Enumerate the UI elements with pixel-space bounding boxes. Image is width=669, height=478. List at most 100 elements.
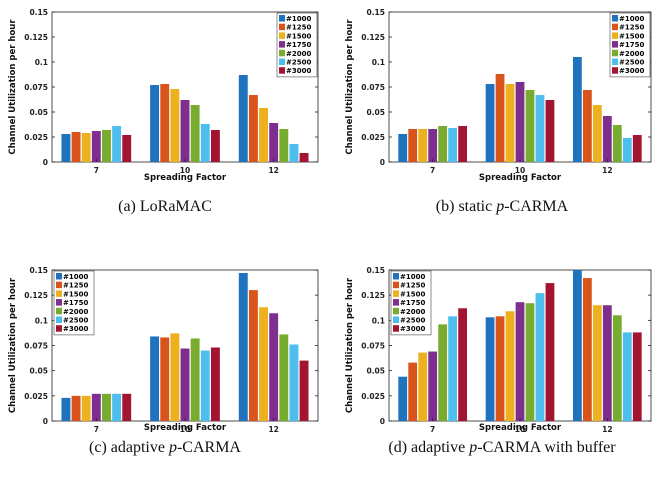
bar-n1000-sf12 [572, 57, 582, 162]
chart-panel-d: 0 0.025 0.05 0.075 0.1 0.125 0.15 Channel Utili… [337, 258, 669, 478]
x-tick-label: 7 [94, 425, 99, 434]
legend-swatch [612, 58, 618, 65]
bar-n1000-sf7 [398, 134, 408, 162]
bar-n1500-sf12 [592, 305, 602, 421]
y-tick-label: 0.125 [361, 291, 385, 300]
legend-label: #1000 [400, 273, 425, 281]
bar-n1250-sf12 [248, 95, 258, 162]
bar-n1750-sf7 [91, 393, 101, 421]
bar-n1500-sf12 [259, 307, 268, 421]
caption-b-suffix: -CARMA [504, 198, 569, 215]
chart-b-svg: 0 0.025 0.05 0.075 0.1 0.125 0.15 Channel Utili… [345, 8, 652, 183]
bar-n1500-sf10 [505, 311, 515, 421]
bar-n1250-sf10 [495, 316, 505, 421]
legend-label: #1250 [400, 282, 425, 290]
bar-n3000-sf7 [122, 393, 132, 421]
legend-swatch [612, 41, 618, 48]
bar-n1250-sf12 [582, 90, 592, 162]
legend-swatch [279, 41, 285, 48]
bar-n1750-sf7 [428, 129, 438, 162]
y-tick-label: 0 [380, 417, 385, 426]
legend-label: #2500 [63, 317, 88, 325]
bar-n3000-sf12 [632, 135, 642, 162]
legend-swatch [612, 32, 618, 39]
bar-n1000-sf7 [61, 397, 71, 421]
x-tick-label: 7 [430, 425, 435, 434]
legend-swatch [279, 23, 285, 31]
legend-swatch [612, 23, 618, 31]
caption-c: (c) adaptive p-CARMA [0, 439, 330, 457]
bar-n1750-sf7 [428, 351, 438, 421]
legend-label: #2000 [286, 50, 311, 58]
bar-n2000-sf12 [612, 315, 622, 421]
bar-n2000-sf10 [190, 338, 200, 421]
bar-n1750-sf10 [515, 82, 525, 162]
y-tick-label: 0.075 [24, 342, 48, 351]
bar-n1500-sf10 [170, 333, 180, 421]
bar-n2500-sf10 [200, 350, 210, 421]
bar-n1250-sf7 [408, 129, 418, 162]
legend-label: #2500 [286, 59, 311, 67]
x-axis-label: Spreading Factor [144, 173, 227, 183]
bar-n1250-sf12 [582, 278, 592, 421]
legend-swatch [56, 290, 62, 297]
bar-n2500-sf12 [289, 344, 299, 421]
legend-label: #3000 [400, 325, 425, 333]
chart-panel-b: 0 0.025 0.05 0.075 0.1 0.125 0.15 Channel Utili… [337, 0, 669, 240]
caption-c-prefix: (c) adaptive [89, 439, 169, 456]
bar-n1000-sf12 [238, 273, 248, 421]
bar-n2500-sf12 [289, 144, 299, 162]
bar-n1000-sf10 [150, 85, 160, 162]
bar-n1250-sf12 [248, 290, 258, 421]
bar-n1000-sf7 [61, 134, 71, 162]
bar-n2000-sf7 [102, 130, 111, 162]
bar-n2500-sf7 [448, 316, 458, 421]
y-axis-label: Channel Utilization per hour [8, 277, 18, 413]
bar-n1500-sf7 [81, 395, 91, 421]
legend-swatch [279, 32, 285, 39]
bar-n2000-sf10 [190, 105, 200, 162]
caption-c-suffix: -CARMA [176, 439, 241, 456]
legend-swatch [56, 316, 62, 323]
x-tick-label: 10 [515, 425, 525, 434]
bar-n2000-sf12 [279, 334, 289, 421]
legend-swatch [393, 281, 399, 289]
bar-n3000-sf10 [545, 100, 555, 162]
bar-n1250-sf10 [160, 84, 170, 162]
bar-n3000-sf12 [299, 153, 309, 162]
y-tick-label: 0.15 [29, 8, 48, 17]
bar-n3000-sf12 [632, 332, 642, 421]
bar-n1500-sf10 [505, 84, 515, 162]
bar-n2000-sf7 [102, 393, 111, 421]
y-tick-label: 0.1 [35, 316, 48, 325]
x-tick-label: 12 [602, 166, 612, 175]
legend-swatch [279, 49, 285, 57]
bar-n1500-sf7 [418, 352, 428, 421]
bar-n2000-sf12 [612, 125, 622, 162]
x-tick-label: 10 [180, 425, 190, 434]
bar-n2500-sf10 [535, 95, 545, 162]
caption-a: (a) LoRaMAC [0, 198, 330, 216]
caption-c-italic: p [168, 439, 177, 456]
bar-n1500-sf12 [259, 108, 268, 162]
y-tick-label: 0.1 [372, 316, 385, 325]
y-axis-label: Channel Utilization per hour [345, 277, 355, 413]
bar-n2000-sf10 [525, 90, 535, 162]
legend-swatch [56, 299, 62, 306]
bar-n2000-sf12 [279, 129, 289, 162]
bar-n1000-sf12 [238, 75, 248, 162]
legend-swatch [393, 273, 399, 280]
bar-n1000-sf10 [150, 336, 160, 421]
x-tick-label: 12 [268, 425, 278, 434]
x-tick-label: 7 [94, 166, 99, 175]
y-tick-label: 0.075 [24, 83, 48, 92]
legend-label: #1500 [63, 290, 88, 298]
y-tick-label: 0 [43, 417, 48, 426]
bar-n1750-sf12 [269, 313, 279, 421]
chart-d-svg: 0 0.025 0.05 0.075 0.1 0.125 0.15 Channel Utili… [345, 266, 652, 434]
legend-swatch [56, 325, 62, 332]
bar-n1750-sf10 [180, 100, 190, 162]
bar-n3000-sf12 [299, 360, 309, 421]
bar-n1750-sf7 [91, 131, 101, 162]
x-tick-label: 7 [430, 166, 435, 175]
